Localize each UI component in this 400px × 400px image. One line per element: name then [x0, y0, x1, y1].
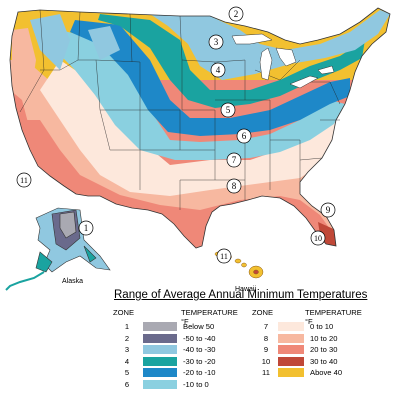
legend-color-swatch	[278, 333, 304, 343]
legend-color-swatch	[143, 345, 177, 354]
svg-text:11: 11	[220, 252, 228, 261]
legend-zone-number: 2	[124, 333, 130, 343]
legend-color-swatch	[278, 322, 304, 331]
legend-color-swatch	[143, 379, 177, 389]
legend-temperature-header: TEMPERATURE °F	[181, 308, 238, 326]
legend-zone-number: 8	[263, 333, 269, 343]
zone-marker-7: 7	[226, 152, 242, 168]
zone-markers: 2 3 4 5 6 7 8 9 10 11 1 11	[16, 6, 336, 264]
legend-zone-header: ZONE	[113, 308, 135, 317]
zone-7-area	[40, 60, 340, 196]
legend-temperature-range: 20 to 30	[310, 345, 338, 354]
alaska-zone-1	[59, 211, 77, 239]
legend-color-swatch	[143, 322, 177, 331]
svg-text:3: 3	[214, 37, 219, 47]
legend-temperature-range: Above 40	[310, 368, 343, 377]
legend-temperature-range: -40 to -30	[183, 345, 216, 354]
legend-title: Range of Average Annual Minimum Temperat…	[114, 289, 368, 301]
svg-text:5: 5	[226, 105, 231, 115]
legend-zone-number: 7	[263, 322, 269, 331]
zone-marker-5: 5	[220, 102, 236, 118]
zone-marker-11-ca: 11	[16, 172, 32, 188]
alaska-zone-4	[35, 245, 97, 273]
legend-temperature-range: -20 to -10	[183, 368, 216, 377]
legend-zone-number: 3	[124, 345, 130, 354]
legend-temperature-header: TEMPERATURE °F	[305, 308, 362, 326]
legend-color-swatch	[278, 356, 304, 366]
zone-8-pacific	[12, 28, 36, 110]
legend-zone-number: 4	[124, 356, 130, 366]
legend-temperature-range: -50 to -40	[183, 333, 216, 343]
legend-temperature-range: -10 to 0	[183, 379, 209, 389]
hawaii-label: Hawaii	[235, 286, 257, 293]
zone-marker-3: 3	[208, 34, 224, 50]
legend-zone-header: ZONE	[252, 308, 274, 317]
legend-temperature-range: 0 to 10	[310, 322, 334, 331]
legend-zone-number: 1	[124, 322, 130, 331]
legend-zone-number: 11	[262, 368, 270, 377]
legend-zone-number: 6	[124, 379, 130, 389]
great-lakes	[231, 33, 335, 89]
legend-zone-number: 5	[124, 368, 130, 377]
legend-zone-number: 9	[263, 345, 269, 354]
zone-marker-8: 8	[226, 178, 242, 194]
legend-temperature-range: Below 50	[183, 322, 215, 331]
legend-temperature-range: -30 to -20	[183, 356, 216, 366]
zone-marker-10: 10	[310, 230, 326, 246]
svg-text:11: 11	[20, 176, 28, 185]
legend-temperature-range: 10 to 20	[310, 333, 338, 343]
zone-marker-4: 4	[210, 62, 226, 78]
svg-text:1: 1	[84, 223, 89, 233]
svg-text:10: 10	[314, 234, 322, 243]
legend-color-swatch	[143, 333, 177, 343]
svg-text:4: 4	[216, 65, 221, 75]
svg-text:9: 9	[326, 205, 331, 215]
zone-3-area	[150, 10, 390, 80]
zone-marker-9: 9	[320, 202, 336, 218]
legend-color-swatch	[278, 345, 304, 354]
continental-us-outline	[9, 7, 391, 249]
zone-6-area	[55, 30, 345, 160]
zone-marker-2: 2	[228, 6, 244, 22]
legend-color-swatch	[278, 368, 304, 377]
alaska-label: Alaska	[62, 278, 84, 285]
legend-zone-number: 10	[261, 356, 271, 366]
legend-color-swatch	[143, 356, 177, 366]
zone-marker-11-hi: 11	[216, 248, 232, 264]
zone-5-area	[70, 20, 350, 136]
zone-9-coast	[10, 90, 38, 160]
legend-temperature-range: 30 to 40	[310, 356, 338, 366]
svg-text:2: 2	[234, 9, 239, 19]
zone-marker-1-ak: 1	[78, 220, 94, 236]
zone-marker-6: 6	[236, 128, 252, 144]
svg-text:7: 7	[232, 155, 237, 165]
zone-3-west	[30, 14, 120, 70]
legend-color-swatch	[143, 368, 177, 377]
alaska-aleutians	[5, 271, 45, 291]
svg-text:8: 8	[232, 181, 237, 191]
svg-text:6: 6	[242, 131, 247, 141]
alaska	[5, 207, 111, 291]
